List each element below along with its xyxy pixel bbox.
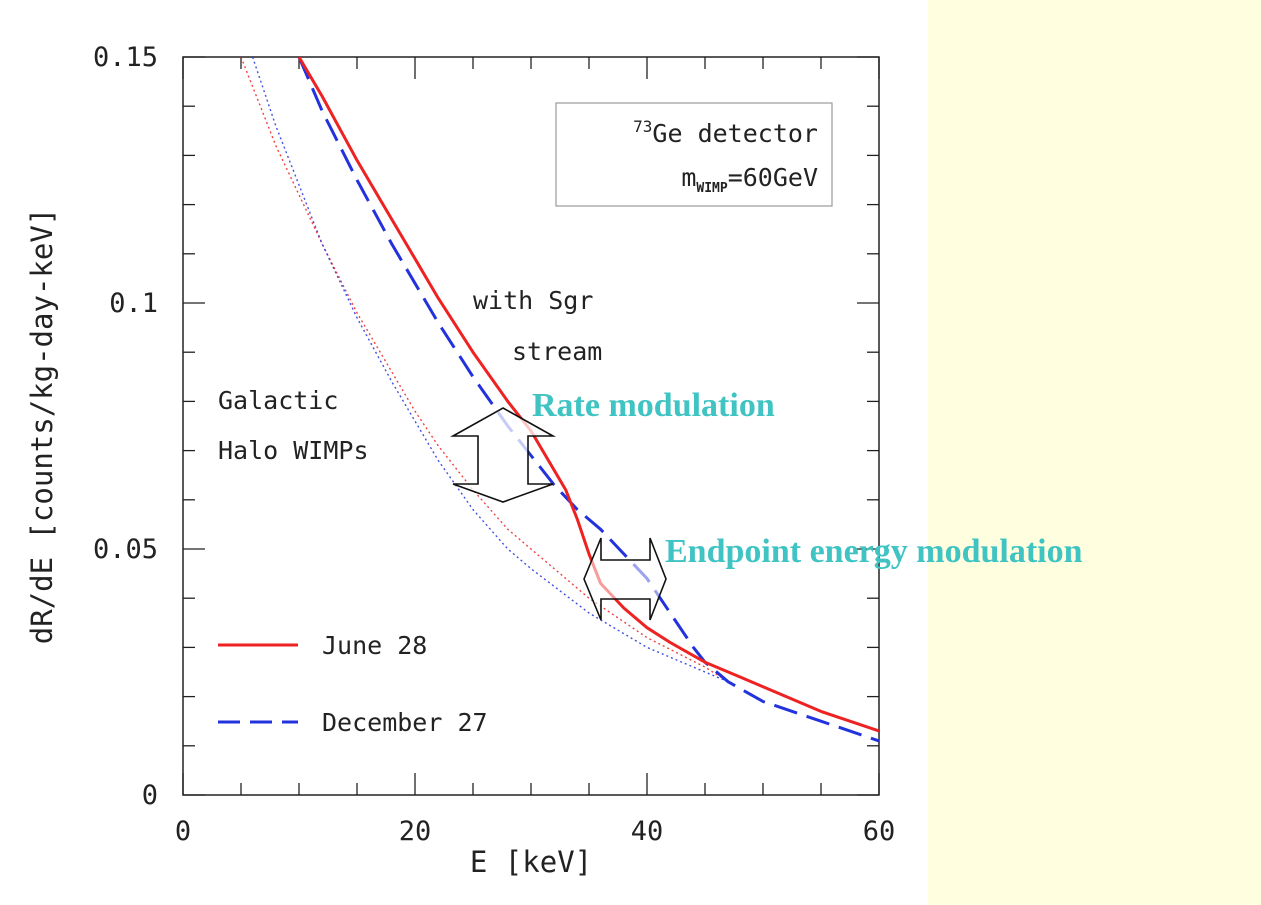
- x-tick-label: 0: [175, 816, 191, 847]
- endpoint-modulation-label: Endpoint energy modulation: [665, 533, 1083, 570]
- inset-mass-sub: WIMP: [696, 181, 727, 196]
- inset-isotope-sup: 73: [633, 117, 652, 136]
- x-tick-label: 40: [631, 816, 664, 847]
- inset-line-1: 73Ge detector: [633, 117, 818, 148]
- sgr-label-line2: stream: [512, 337, 602, 366]
- series-line-june-28: [297, 57, 879, 733]
- sgr-label-line1: with Sgr: [473, 286, 593, 315]
- inset-mass-value: =60GeV: [728, 163, 818, 192]
- series-line-galactic-halo-wimps-december-: [251, 57, 729, 683]
- series-line-galactic-halo-wimps-june-: [240, 57, 729, 683]
- endpoint-modulation-arrow: [583, 537, 667, 621]
- legend-label-june: June 28: [322, 631, 427, 660]
- x-tick-label: 60: [863, 816, 896, 847]
- halo-label-line2: Halo WIMPs: [218, 436, 369, 465]
- axis-ticks: [182, 56, 880, 796]
- series-line-december-27: [297, 57, 879, 743]
- inset-box: 73Ge detector mWIMP=60GeV: [555, 102, 833, 207]
- x-tick-labels: 0 20 40 60: [175, 816, 895, 847]
- y-tick-label: 0.05: [93, 534, 158, 565]
- halo-label-line1: Galactic: [218, 386, 338, 415]
- x-axis-title: E [keV]: [470, 845, 592, 879]
- x-tick-label: 20: [399, 816, 432, 847]
- inset-mass-prefix: m: [681, 163, 696, 192]
- y-tick-labels: 0 0.05 0.1 0.15: [93, 42, 158, 811]
- rate-modulation-label: Rate modulation: [532, 387, 775, 424]
- legend: June 28 December 27: [218, 631, 488, 737]
- y-tick-label: 0.1: [109, 288, 158, 319]
- y-axis-title: dR/dE [counts/kg-day-keV]: [25, 208, 59, 645]
- series-group: [240, 57, 879, 743]
- y-tick-label: 0.15: [93, 42, 158, 73]
- inset-box-border: [555, 102, 833, 207]
- inset-line-2: mWIMP=60GeV: [681, 163, 818, 196]
- rate-modulation-arrow: [449, 407, 557, 503]
- y-tick-label: 0: [142, 780, 158, 811]
- legend-label-december: December 27: [322, 708, 488, 737]
- inset-detector-text: Ge detector: [652, 119, 818, 148]
